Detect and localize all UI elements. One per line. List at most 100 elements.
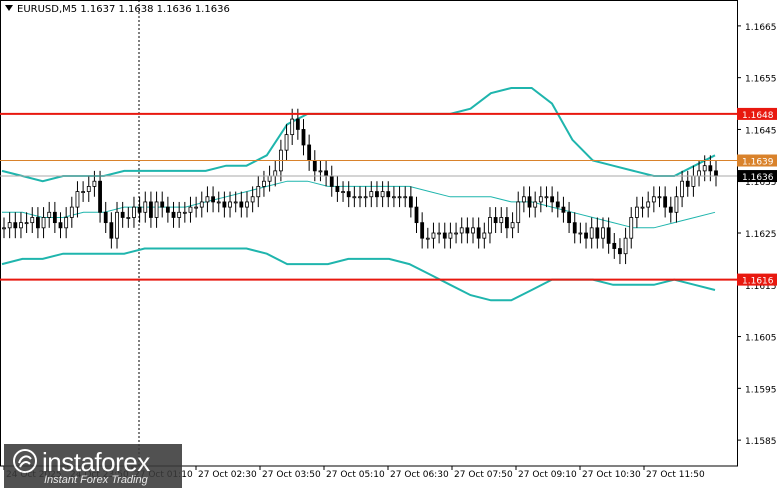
candle-body [702, 165, 707, 172]
candle-body [222, 201, 227, 208]
candle-body [341, 191, 345, 193]
candle-body [403, 196, 408, 199]
candle-body [623, 237, 628, 255]
candle-body [228, 201, 232, 208]
candle-body [482, 232, 487, 239]
candle-body [109, 222, 114, 239]
candle-body [668, 206, 673, 213]
y-tick-label: 1.1605 [745, 334, 777, 344]
candle-body [521, 196, 526, 203]
x-tick-label: 27 Oct 11:50 [646, 470, 705, 480]
candle-body [199, 201, 204, 208]
candle-body [262, 180, 266, 187]
candle-body [584, 232, 588, 239]
candle-body [149, 201, 153, 218]
candle-body [58, 222, 63, 229]
y-tick-label: 1.1615 [745, 282, 777, 292]
candle-body [392, 196, 396, 199]
candle-body [358, 196, 362, 199]
logo-tagline: Instant Forex Trading [44, 474, 148, 486]
candle-body [567, 211, 571, 224]
candle-body [324, 170, 328, 177]
candle-body [612, 242, 617, 249]
x-tick-label: 27 Oct 05:10 [326, 470, 385, 480]
candle-body [397, 196, 402, 199]
level-price-tag [737, 273, 777, 286]
candle-body [527, 196, 532, 208]
candle-body [120, 211, 125, 218]
candle-body [24, 222, 29, 225]
x-tick-label: 27 Oct 06:30 [390, 470, 449, 480]
current-price-tag [737, 170, 777, 183]
candle-body [352, 196, 357, 199]
candle-body [194, 206, 199, 209]
candle-body [380, 191, 385, 198]
candle-body [572, 222, 577, 234]
candle-body [442, 232, 447, 239]
candle-body [629, 217, 634, 239]
candle-body [312, 160, 317, 172]
level-price-label: 1.1616 [742, 277, 774, 287]
x-tick-label: 27 Oct 09:10 [518, 470, 577, 480]
candle-body [7, 222, 12, 229]
candle-body [81, 191, 86, 193]
candle-body [555, 201, 560, 208]
level-price-tag [737, 154, 777, 167]
candle-body [52, 211, 57, 224]
candle-body [19, 222, 23, 229]
candle-body [431, 232, 436, 239]
candle-body [64, 217, 69, 229]
candle-body [143, 201, 148, 213]
symbol-name: EURUSD,M5 [17, 4, 78, 15]
candle-body [160, 201, 165, 208]
candle-body [103, 211, 108, 224]
candle-body [488, 217, 492, 234]
candle-body [92, 180, 97, 187]
candle-body [601, 227, 605, 239]
middle-band-line [2, 180, 716, 229]
candle-body [708, 165, 713, 172]
candle-body [75, 191, 80, 208]
candle-body [329, 175, 334, 187]
candle-body [375, 191, 379, 198]
candle-body [239, 201, 244, 208]
candle-body [437, 232, 442, 235]
candle-body [115, 211, 119, 239]
candle-body [618, 248, 622, 255]
candle-body [505, 217, 509, 229]
candle-body [510, 222, 515, 229]
candle-body [165, 206, 170, 213]
candle-body [454, 232, 458, 235]
instaforex-logo: instaforex Instant Forex Trading [4, 444, 182, 488]
candle-body [233, 201, 238, 204]
candle-body [680, 180, 684, 198]
ohlc-values: 1.1637 1.1638 1.1636 1.1636 [80, 4, 230, 15]
level-price-tag [737, 107, 777, 120]
candle-body [538, 196, 543, 203]
candle-body [657, 196, 662, 199]
candle-body [369, 191, 374, 198]
candle-body [516, 201, 521, 224]
candle-body [318, 170, 323, 173]
candle-body [448, 232, 453, 239]
candle-body [646, 201, 651, 208]
y-tick-label: 1.1585 [745, 437, 777, 447]
dropdown-triangle-icon[interactable] [5, 5, 13, 11]
candle-body [691, 175, 696, 187]
candle-body [86, 185, 91, 192]
x-tick-label: 27 Oct 10:30 [582, 470, 641, 480]
candle-body [674, 196, 679, 213]
candle-body [177, 211, 182, 218]
candle-body [256, 185, 261, 198]
candle-body [561, 206, 566, 213]
candle-body [36, 217, 40, 229]
y-tick-label: 1.1635 [745, 178, 777, 188]
candle-body [595, 227, 600, 239]
candle-body [47, 211, 52, 218]
candle-body [2, 227, 6, 230]
candle-body [182, 211, 187, 214]
y-tick-label: 1.1645 [745, 126, 777, 136]
candle-body [69, 206, 74, 218]
candle-body [284, 134, 289, 151]
